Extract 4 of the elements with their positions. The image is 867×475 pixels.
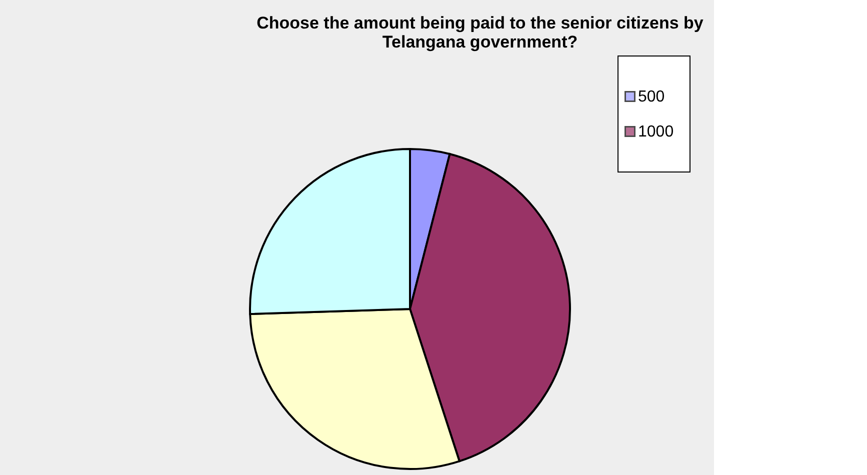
legend-label: 1000 (638, 124, 674, 140)
text: Telangana government? (382, 32, 578, 52)
legend-label: 500 (638, 88, 665, 106)
text: Choose the amount being paid to the senior citizens by (256, 14, 704, 32)
